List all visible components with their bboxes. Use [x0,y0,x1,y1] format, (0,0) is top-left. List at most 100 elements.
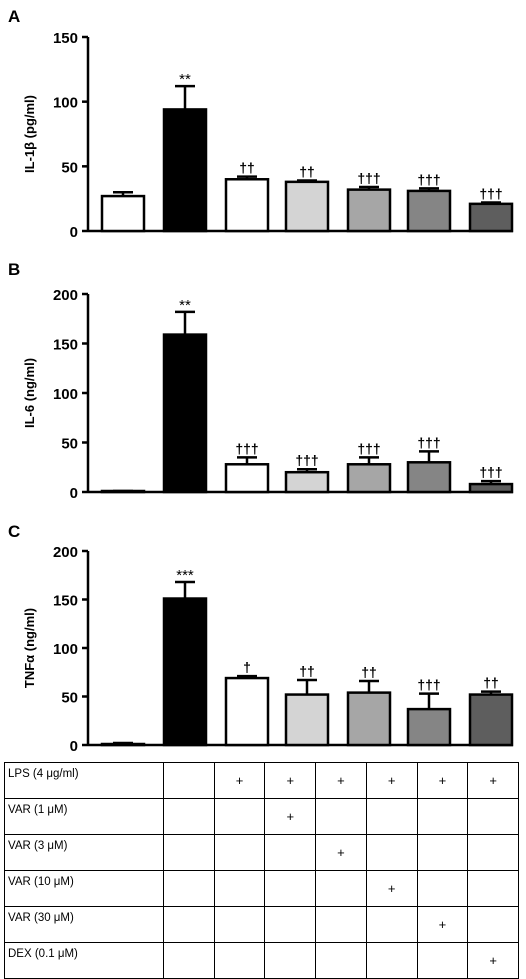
significance-annotation: ††† [357,440,380,456]
panel-label: C [8,522,20,541]
y-tick-label: 100 [53,641,78,658]
bar [224,178,270,233]
condition-cell: + [416,906,469,943]
significance-annotation: †† [239,160,255,176]
condition-cell [163,798,215,835]
significance-annotation: ††† [417,677,440,693]
condition-cell [365,906,418,943]
y-axis-label: TNFα (ng/ml) [22,608,37,688]
bar [162,333,208,494]
condition-cell: + [365,762,418,799]
bar [284,180,330,233]
y-tick-label: 50 [61,436,78,453]
condition-cell: + [467,762,519,799]
condition-cell [416,834,469,871]
condition-cell [315,906,367,943]
condition-cell [315,870,367,907]
bar [284,693,330,747]
condition-label: LPS (4 μg/ml) [4,762,164,799]
y-tick-label: 0 [70,485,78,502]
condition-cell [213,834,266,871]
condition-cell [213,942,266,979]
bar [406,461,452,494]
bar [468,482,514,494]
condition-cell [163,762,215,799]
condition-cell [163,834,215,871]
condition-cell [365,798,418,835]
bar [284,470,330,494]
significance-annotation: ††† [479,186,502,202]
condition-row: VAR (10 μM) + [4,870,519,907]
condition-row: VAR (1 μM) + [4,798,519,835]
y-tick-label: 0 [70,738,78,755]
condition-row: DEX (0.1 μM) + [4,942,519,979]
y-tick-label: 50 [61,159,78,176]
condition-cell: + [416,762,469,799]
condition-label: VAR (3 μM) [4,834,164,871]
significance-annotation: †† [299,663,315,679]
bar [468,202,514,233]
significance-annotation: ††† [417,434,440,450]
bar [346,691,392,747]
bar [100,194,146,233]
conditions-table: LPS (4 μg/ml) + + + + + + VAR (1 μM) + VAR (3 μM)… [4,762,519,979]
condition-cell [467,870,519,907]
condition-cell [213,798,266,835]
panel-label: A [8,7,20,26]
condition-cell: + [315,834,367,871]
y-tick-label: 100 [53,95,78,112]
condition-cell [315,798,367,835]
condition-cell [467,834,519,871]
condition-row: VAR (3 μM) + [4,834,519,871]
significance-annotation: ** [179,297,191,314]
condition-cell: + [365,870,418,907]
bar [224,676,270,747]
significance-annotation: ††† [479,464,502,480]
condition-cell [365,834,418,871]
condition-cell: + [213,762,266,799]
significance-annotation: †† [361,664,377,680]
panel-label: B [8,260,20,279]
y-tick-label: 0 [70,224,78,241]
condition-cell: + [264,798,317,835]
bar [406,707,452,747]
condition-cell [213,870,266,907]
condition-cell [467,798,519,835]
bar [346,463,392,494]
condition-cell [416,870,469,907]
significance-annotation: ††† [417,171,440,187]
condition-cell [416,798,469,835]
y-tick-label: 150 [53,30,78,47]
y-tick-label: 200 [53,544,78,561]
condition-cell: + [315,762,367,799]
condition-cell [264,870,317,907]
condition-cell [467,906,519,943]
condition-cell [264,906,317,943]
condition-cell [264,942,317,979]
y-axis-label: IL-1β (pg/ml) [22,95,37,173]
significance-annotation: ††† [235,440,258,456]
condition-cell [416,942,469,979]
bar [346,188,392,233]
y-tick-label: 100 [53,386,78,403]
condition-cell [163,942,215,979]
significance-annotation: †† [299,164,315,180]
y-tick-label: 200 [53,287,78,304]
condition-label: VAR (10 μM) [4,870,164,907]
condition-label: DEX (0.1 μM) [4,942,164,979]
y-tick-label: 50 [61,690,78,707]
significance-annotation: ††† [357,170,380,186]
condition-cell [365,942,418,979]
condition-row: LPS (4 μg/ml) + + + + + + [4,762,519,799]
significance-annotation: ** [179,71,191,88]
y-tick-label: 150 [53,593,78,610]
significance-annotation: †† [483,675,499,691]
bar [468,693,514,747]
condition-row: VAR (30 μM) + [4,906,519,943]
bar [162,108,208,233]
significance-annotation: *** [176,567,194,584]
y-axis-label: IL-6 (ng/ml) [22,358,37,428]
condition-cell [163,870,215,907]
condition-cell [264,834,317,871]
